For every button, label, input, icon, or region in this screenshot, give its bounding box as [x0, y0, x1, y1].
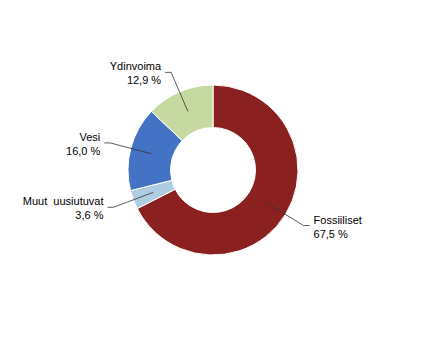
leader-line — [107, 192, 153, 207]
chart: Fossiiliset 67,5 % Muut uusiutuvat 3,6 % Ves… — [0, 0, 426, 338]
data-label: 67,5 % — [314, 228, 348, 240]
category-label: Vesi — [79, 131, 100, 143]
category-label: Fossiiliset — [314, 214, 362, 226]
labels: Fossiiliset 67,5 % Muut uusiutuvat 3,6 % Ves… — [23, 60, 362, 239]
data-label: 12,9 % — [127, 74, 161, 86]
leader-line — [267, 203, 309, 225]
category-label: Muut uusiutuvat — [23, 195, 104, 207]
leader-line — [104, 143, 151, 154]
category-label: Ydinvoima — [110, 60, 162, 72]
donut — [128, 85, 298, 255]
leader-line — [165, 72, 188, 111]
slice — [151, 85, 213, 141]
data-label: 16,0 % — [66, 145, 100, 157]
data-label: 3,6 % — [75, 209, 103, 221]
